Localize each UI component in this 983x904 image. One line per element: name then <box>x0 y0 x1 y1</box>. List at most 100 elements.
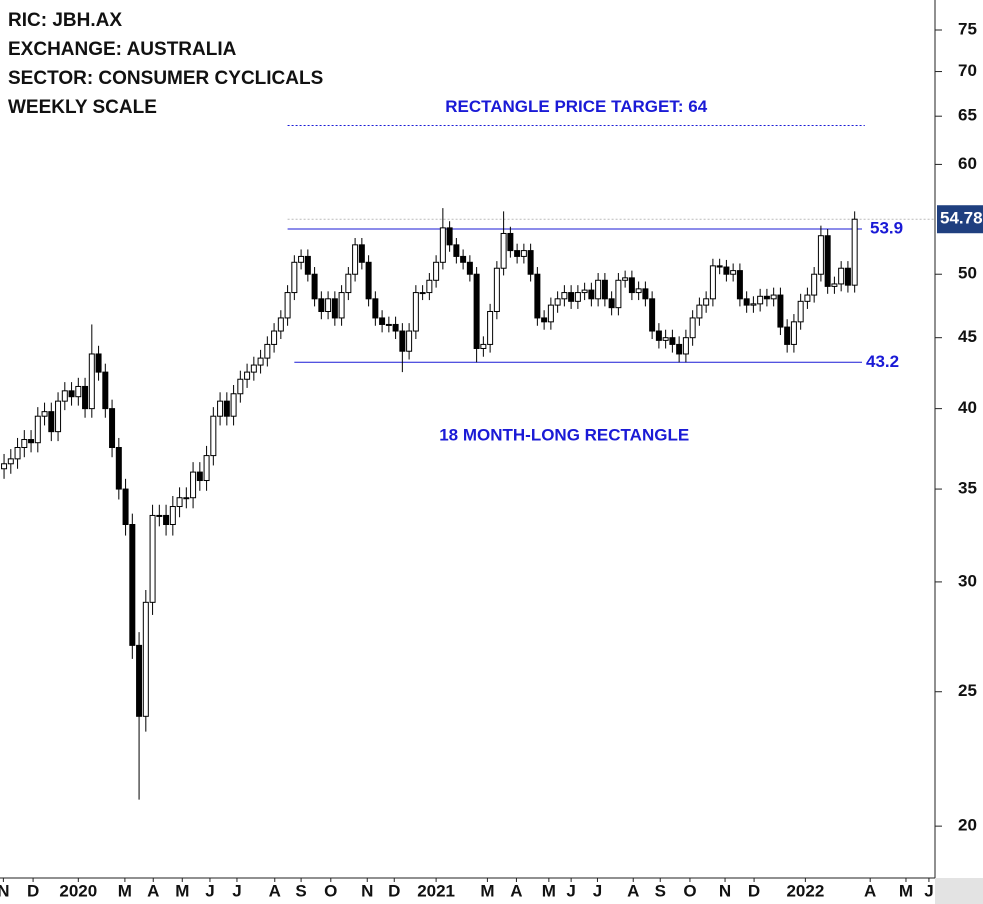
y-tick-label: 75 <box>958 19 977 38</box>
candle-body <box>183 497 190 500</box>
x-tick-label: O <box>683 881 696 900</box>
last-price-label: 54.78 <box>940 209 983 228</box>
candle-body <box>608 298 615 309</box>
x-tick-label: D <box>748 881 760 900</box>
y-tick-label: 60 <box>958 154 977 173</box>
candle-body <box>48 411 55 433</box>
candle-body <box>662 337 669 341</box>
candle-body <box>190 471 197 499</box>
candle-body <box>372 298 379 319</box>
x-tick-label: A <box>864 881 876 900</box>
candle-body <box>102 371 109 410</box>
x-tick-label: A <box>510 881 522 900</box>
candle-body <box>338 292 345 319</box>
candle-body <box>291 261 298 294</box>
candle-body <box>655 330 662 341</box>
x-tick-label: N <box>719 881 731 900</box>
x-tick-label: S <box>295 881 306 900</box>
y-tick-label: 20 <box>958 816 977 835</box>
candle-body <box>271 330 278 345</box>
x-tick-label: J <box>205 881 214 900</box>
candle-body <box>790 321 797 345</box>
candle-body <box>61 390 68 402</box>
candle-body <box>379 317 386 325</box>
candle-body <box>426 279 433 294</box>
x-tick-label: A <box>627 881 639 900</box>
candle-body <box>257 357 264 366</box>
candle-body <box>176 497 183 508</box>
x-tick-label: O <box>324 881 337 900</box>
candle-body <box>95 353 102 373</box>
candle-body <box>115 447 122 490</box>
x-tick-label: M <box>899 881 913 900</box>
candle-body <box>574 292 581 302</box>
candle-body <box>230 393 237 417</box>
candle-body <box>365 261 372 300</box>
candle-body <box>736 270 743 300</box>
candle-body <box>385 323 392 326</box>
candle-body <box>311 273 318 300</box>
candle-body <box>851 218 858 286</box>
candle-body <box>298 255 305 263</box>
candle-body <box>1 463 8 470</box>
candle-body <box>493 267 500 312</box>
candle-body <box>628 277 635 294</box>
candle-body <box>412 292 419 332</box>
y-tick-label: 35 <box>958 479 977 498</box>
candle-body <box>487 310 494 345</box>
candle-body <box>500 232 507 269</box>
candle-body <box>358 244 365 263</box>
candle-body <box>41 411 48 417</box>
candle-body <box>136 644 143 717</box>
x-tick-label: D <box>388 881 400 900</box>
candle-body <box>507 232 514 252</box>
x-tick-label: J <box>566 881 575 900</box>
candle-body <box>561 292 568 300</box>
candle-body <box>622 277 629 281</box>
candle-body <box>541 317 548 323</box>
candle-body <box>460 255 467 263</box>
candle-body <box>318 298 325 312</box>
candle-body <box>730 270 737 275</box>
candle-body <box>88 353 95 410</box>
candle-body <box>419 292 426 295</box>
candle-body <box>392 323 399 332</box>
candle-body <box>196 471 203 482</box>
corner-box <box>935 878 983 904</box>
candle-body <box>466 261 473 275</box>
header-line: RIC: JBH.AX <box>8 10 122 31</box>
candle-body <box>784 326 791 345</box>
candle-body <box>7 458 14 465</box>
y-tick-label: 45 <box>958 327 977 346</box>
candle-body <box>217 400 224 417</box>
y-tick-label: 70 <box>958 61 977 80</box>
candle-body <box>520 250 527 257</box>
x-tick-label: M <box>542 881 556 900</box>
candle-body <box>757 295 764 305</box>
pattern-label: 18 MONTH-LONG RECTANGLE <box>439 425 689 444</box>
candle-body <box>777 294 784 328</box>
candle-body <box>352 244 359 275</box>
resistance-label: 53.9 <box>870 218 903 237</box>
candle-body <box>804 294 811 302</box>
y-tick-label: 30 <box>958 571 977 590</box>
candle-body <box>406 330 413 352</box>
x-tick-label: N <box>0 881 10 900</box>
candle-body <box>446 227 453 246</box>
candle-body <box>345 273 352 294</box>
candle-body <box>399 330 406 352</box>
candle-body <box>237 378 244 395</box>
header-line: EXCHANGE: AUSTRALIA <box>8 39 237 60</box>
candle-body <box>55 400 62 433</box>
candle-body <box>169 506 176 526</box>
candle-body <box>696 304 703 319</box>
candle-body <box>817 235 824 275</box>
x-tick-label: 2020 <box>59 881 97 900</box>
last-price-box <box>937 205 983 234</box>
candle-body <box>325 298 332 312</box>
candle-body <box>473 273 480 349</box>
x-tick-label: M <box>175 881 189 900</box>
support-label: 43.2 <box>866 352 899 371</box>
candle-body <box>34 415 41 444</box>
candle-body <box>264 343 271 359</box>
